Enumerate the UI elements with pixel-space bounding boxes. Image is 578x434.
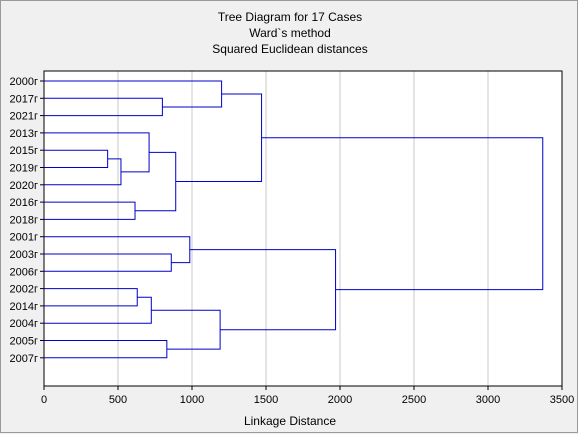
chart-title: Tree Diagram for 17 Cases: [217, 10, 363, 24]
leaf-label: 2004г: [10, 318, 38, 330]
leaf-label: 2017г: [10, 93, 38, 105]
leaf-label: 2006г: [10, 266, 38, 278]
x-tick-label: 1500: [254, 394, 278, 406]
leaf-label: 2000г: [10, 76, 38, 88]
leaf-label: 2020г: [10, 180, 38, 192]
chart-subtitle-distance: Squared Euclidean distances: [212, 42, 368, 56]
leaf-label: 2002г: [10, 284, 38, 296]
leaf-label: 2014г: [10, 301, 38, 313]
leaf-label: 2013г: [10, 128, 38, 140]
x-tick-label: 1000: [180, 394, 204, 406]
leaf-label: 2003г: [10, 249, 38, 261]
x-tick-label: 2500: [402, 394, 426, 406]
x-tick-label: 0: [41, 394, 47, 406]
x-tick-label: 3000: [476, 394, 500, 406]
chart-subtitle-method: Ward`s method: [249, 26, 331, 40]
leaf-label: 2005г: [10, 336, 38, 348]
leaf-label: 2007г: [10, 353, 38, 365]
x-tick-label: 3500: [550, 394, 574, 406]
leaf-label: 2019г: [10, 163, 38, 175]
x-tick-label: 2000: [328, 394, 352, 406]
x-axis-label: Linkage Distance: [243, 414, 337, 428]
x-tick-label: 500: [109, 394, 127, 406]
leaf-label: 2018г: [10, 214, 38, 226]
leaf-label: 2015г: [10, 145, 38, 157]
plot-area: [44, 71, 562, 386]
leaf-label: 2001г: [10, 232, 38, 244]
plot-frame: [43, 70, 563, 387]
dendrogram-link: [261, 137, 544, 291]
leaf-label: 2021г: [10, 111, 38, 123]
leaf-label: 2016г: [10, 197, 38, 209]
